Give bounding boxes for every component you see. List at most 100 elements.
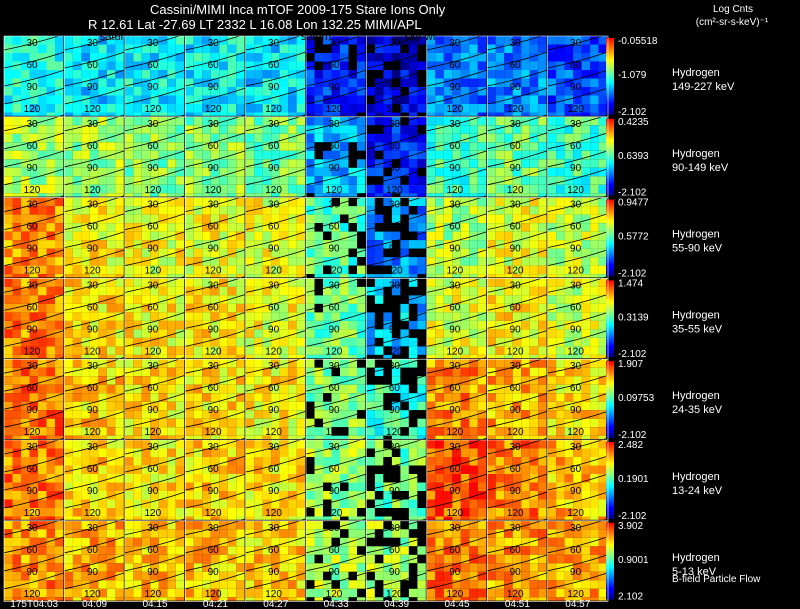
heat-cell <box>512 184 522 194</box>
contour-line <box>64 33 125 51</box>
heat-cell <box>81 36 90 45</box>
heat-cell <box>98 418 107 428</box>
heat-cell <box>219 393 228 402</box>
heat-cell <box>55 516 64 520</box>
heat-cell <box>306 474 315 483</box>
heat-cell <box>512 87 522 96</box>
heat-cell <box>46 359 55 368</box>
heat-cell <box>590 508 599 517</box>
heat-cell <box>323 223 332 232</box>
heat-cell <box>374 286 384 296</box>
heat-cell <box>573 376 582 385</box>
heat-cell <box>443 295 453 304</box>
heat-cell <box>89 95 99 104</box>
heat-cell <box>124 176 134 185</box>
heat-cell <box>408 376 418 385</box>
heat-cell <box>383 418 392 428</box>
heat-cell <box>426 78 436 87</box>
heat-cell <box>12 36 21 45</box>
heat-cell <box>141 223 151 232</box>
heat-cell <box>124 457 134 466</box>
heat-cell <box>202 104 211 113</box>
heat-cell <box>556 167 565 177</box>
heat-cell <box>556 427 565 436</box>
heat-cell <box>12 499 21 508</box>
heat-cell <box>245 482 255 491</box>
heat-cell <box>158 457 168 466</box>
heat-cell <box>210 508 220 517</box>
heat-cell <box>254 508 263 517</box>
heat-cell <box>598 167 607 177</box>
heat-cell <box>254 248 263 258</box>
heat-cell <box>581 440 591 449</box>
heat-cell <box>29 36 38 45</box>
heat-cell <box>296 176 305 185</box>
species-name: Hydrogen <box>672 229 720 241</box>
heat-cell <box>348 184 357 194</box>
heat-cell <box>202 116 211 126</box>
heat-cell <box>141 193 151 197</box>
heat-cell <box>435 359 444 368</box>
heat-cell <box>521 448 530 457</box>
heat-cell <box>124 465 134 474</box>
heat-cell <box>469 384 478 394</box>
heat-cell <box>306 320 315 330</box>
heat-cell <box>504 499 513 508</box>
heat-cell <box>314 367 323 377</box>
heat-cell <box>158 70 168 79</box>
heat-cell <box>185 329 194 338</box>
heat-cell <box>227 125 237 134</box>
heat-cell <box>495 303 505 313</box>
heat-cell <box>469 87 478 96</box>
heat-cell <box>366 435 375 439</box>
contour-line <box>305 195 367 212</box>
heat-cell <box>538 240 547 249</box>
heat-cell <box>202 320 211 330</box>
heat-cell <box>55 36 64 45</box>
heat-cell <box>314 125 323 134</box>
heat-cell <box>306 354 315 359</box>
contour-line <box>3 374 65 392</box>
heat-cell <box>460 104 470 113</box>
heat-cell <box>89 580 99 589</box>
heat-cell <box>271 167 280 177</box>
heat-cell <box>72 435 82 439</box>
heat-cell <box>89 112 99 116</box>
heat-cell <box>167 508 176 517</box>
heat-cell <box>556 142 565 151</box>
heat-cell <box>374 36 384 45</box>
heat-cell <box>141 303 151 313</box>
heat-cell <box>529 320 539 330</box>
heat-cell <box>435 320 444 330</box>
heat-cell <box>426 440 436 449</box>
heat-cell <box>236 295 245 304</box>
heat-cell <box>81 295 90 304</box>
heat-cell <box>374 184 384 194</box>
heat-cell <box>443 499 453 508</box>
heat-cell <box>12 571 21 581</box>
heat-cell <box>64 112 73 116</box>
heat-cell <box>547 384 557 394</box>
heat-cell <box>288 418 297 428</box>
heat-cell <box>141 491 151 500</box>
heat-cell <box>124 393 134 402</box>
heat-cell <box>417 320 426 330</box>
contour-label: 30 <box>208 361 220 372</box>
heat-cell <box>306 410 315 419</box>
heat-cell <box>21 440 30 449</box>
heat-cell <box>400 312 409 321</box>
heat-cell <box>279 44 289 53</box>
heat-cell <box>443 248 453 258</box>
heat-cell <box>236 346 245 355</box>
heat-cell <box>288 346 297 355</box>
heat-cell <box>236 303 245 313</box>
heat-cell <box>46 176 55 185</box>
heat-cell <box>374 435 384 439</box>
heat-cell <box>426 354 436 359</box>
heat-cell <box>133 104 142 113</box>
heat-cell <box>106 580 116 589</box>
heat-cell <box>374 78 384 87</box>
heat-cell <box>426 70 436 79</box>
heat-cell <box>21 176 30 185</box>
heat-cell <box>271 393 280 402</box>
